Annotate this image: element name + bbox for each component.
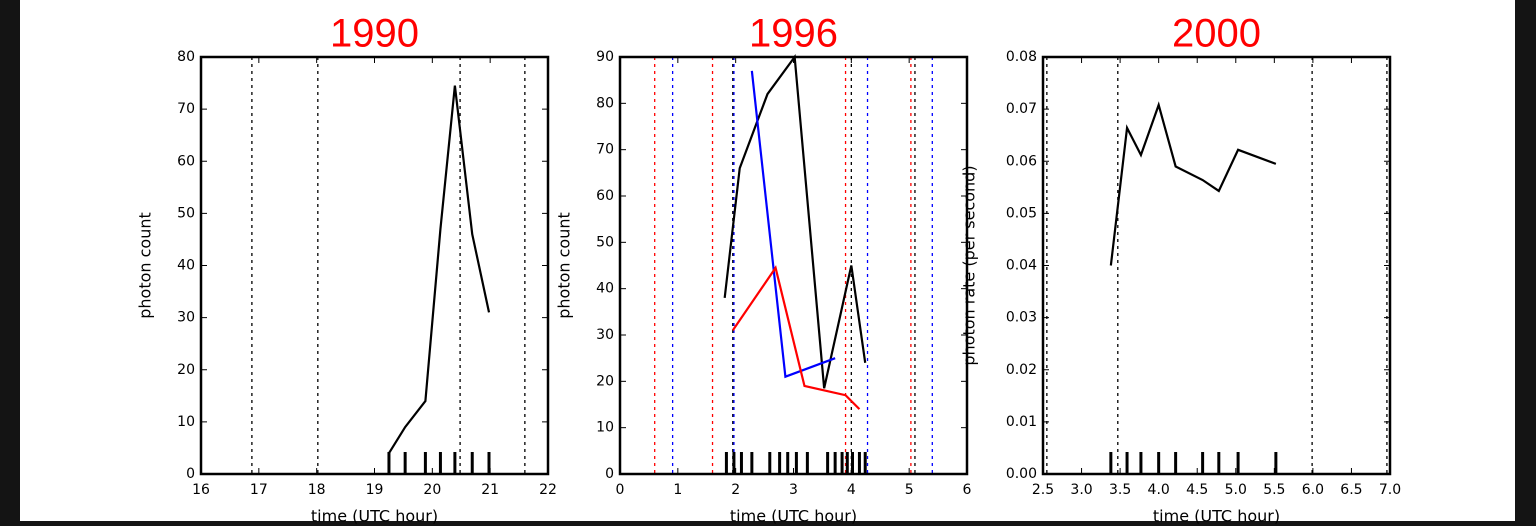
plot-frame [199, 55, 550, 476]
y-tick-label: 0.08 [1006, 49, 1037, 65]
y-tick-label: 0 [605, 466, 614, 482]
x-tick-label: 17 [250, 482, 268, 498]
y-tick-label: 0.01 [1006, 414, 1037, 430]
y-tick-label: 10 [177, 414, 195, 430]
x-tick-label: 6.0 [1302, 482, 1324, 498]
x-tick-label: 19 [366, 482, 384, 498]
y-tick-label: 0.02 [1006, 362, 1037, 378]
y-tick-label: 80 [177, 49, 195, 65]
y-tick-label: 50 [177, 205, 195, 221]
x-tick-label: 6.5 [1340, 482, 1362, 498]
data-line [731, 265, 861, 410]
y-axis-label: photon count [136, 212, 155, 319]
y-tick-label: 90 [596, 49, 614, 65]
y-tick-label: 70 [177, 101, 195, 117]
data-line [750, 70, 836, 379]
x-tick-label: 6 [963, 482, 972, 498]
y-tick-label: 50 [596, 234, 614, 250]
x-tick-label: 1 [673, 482, 682, 498]
x-tick-label: 7.0 [1379, 482, 1401, 498]
y-tick-label: 0 [186, 466, 195, 482]
y-tick-label: 0.03 [1006, 310, 1037, 326]
figure-background [20, 0, 1515, 521]
x-tick-label: 4 [847, 482, 856, 498]
y-tick-label: 0.07 [1006, 101, 1037, 117]
plot-frame [618, 55, 969, 476]
x-tick-label: 5.5 [1263, 482, 1285, 498]
x-axis-label: time (UTC hour) [1153, 507, 1280, 526]
y-tick-label: 30 [177, 310, 195, 326]
x-tick-label: 2.5 [1032, 482, 1054, 498]
chart-title: 1996 [749, 12, 838, 56]
data-line [1109, 101, 1277, 266]
y-tick-label: 60 [596, 188, 614, 204]
y-tick-label: 20 [596, 373, 614, 389]
x-tick-label: 18 [308, 482, 326, 498]
y-tick-label: 0.00 [1006, 466, 1037, 482]
x-tick-label: 4.0 [1148, 482, 1170, 498]
x-tick-label: 5 [905, 482, 914, 498]
x-axis-label: time (UTC hour) [730, 507, 857, 526]
y-tick-label: 60 [177, 153, 195, 169]
x-tick-label: 0 [616, 482, 625, 498]
x-tick-label: 22 [539, 482, 557, 498]
y-tick-label: 30 [596, 327, 614, 343]
x-tick-label: 21 [481, 482, 499, 498]
y-tick-label: 20 [177, 362, 195, 378]
y-tick-label: 0.05 [1006, 205, 1037, 221]
x-tick-label: 5.0 [1225, 482, 1247, 498]
y-tick-label: 40 [596, 281, 614, 297]
x-axis-label: time (UTC hour) [311, 507, 438, 526]
y-tick-label: 80 [596, 95, 614, 111]
x-tick-label: 16 [192, 482, 210, 498]
chart-title: 2000 [1172, 12, 1261, 56]
x-tick-label: 20 [423, 482, 441, 498]
plot-frame [1041, 55, 1392, 476]
x-tick-label: 2 [731, 482, 740, 498]
y-axis-label: photon rate (per second) [960, 165, 979, 365]
chart-title: 1990 [330, 12, 419, 56]
x-tick-label: 3 [789, 482, 798, 498]
x-tick-label: 4.5 [1186, 482, 1208, 498]
data-line [388, 85, 491, 454]
y-tick-label: 70 [596, 142, 614, 158]
x-tick-label: 3.5 [1109, 482, 1131, 498]
y-tick-label: 40 [177, 258, 195, 274]
y-tick-label: 0.04 [1006, 258, 1037, 274]
x-tick-label: 3.0 [1070, 482, 1092, 498]
y-tick-label: 10 [596, 420, 614, 436]
y-tick-label: 0.06 [1006, 153, 1037, 169]
y-axis-label: photon count [555, 212, 574, 319]
